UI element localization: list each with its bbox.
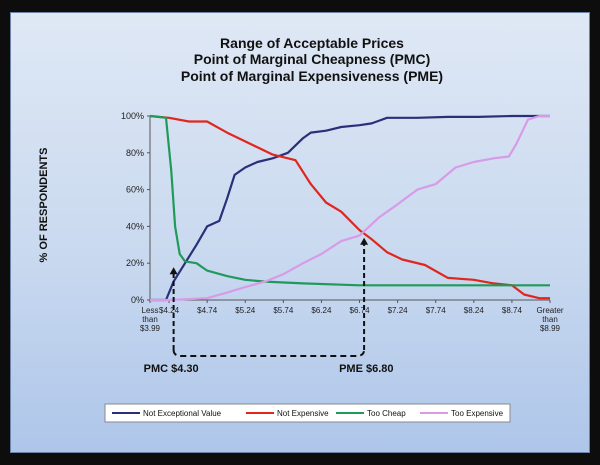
legend-entry-label: Too Expensive (451, 409, 504, 418)
y-tick-label: 0% (131, 295, 144, 305)
x-tick-label: $8.24 (464, 306, 485, 315)
x-tick-label: $8.74 (502, 306, 523, 315)
axes: 0% 20% 40% 60% 80% 100% Less than $3.99$4.24 $4.7… (121, 111, 564, 333)
x-tick-label: $7.24 (388, 306, 409, 315)
legend-box (104, 403, 511, 423)
legend-entry-label: Not Expensive (277, 409, 329, 418)
annotation-label: PME $6.80 (339, 363, 393, 375)
y-axis-label: % OF RESPONDENTS (38, 148, 50, 263)
chart-title-line-3: Point of Marginal Expensiveness (PME) (181, 68, 443, 84)
range-bracket (172, 349, 366, 357)
annotation-arrow-head (360, 237, 369, 245)
x-tick-label: Greater than $8.99 (536, 306, 563, 333)
chart-title-line-1: Range of Acceptable Prices (220, 35, 404, 51)
series-line-4 (150, 114, 550, 302)
y-tick-label: 40% (126, 221, 144, 231)
x-tick-label: $6.24 (311, 306, 332, 315)
x-tick-label: $5.74 (273, 306, 294, 315)
y-tick-label: 60% (126, 185, 144, 195)
x-tick-label: $7.74 (426, 306, 447, 315)
annotation-arrow-head (169, 267, 178, 275)
x-tick-label: $6.74 (350, 306, 371, 315)
y-tick-label: 100% (121, 111, 144, 121)
series-line-3 (149, 114, 550, 287)
legend: Not Exceptional Value Not Expensive Too Ch… (104, 403, 511, 423)
x-tick-label: Less than $3.99 (140, 306, 161, 333)
series-line-2 (149, 114, 550, 300)
annotation-label: PMC $4.30 (144, 363, 199, 375)
x-tick-label: $5.24 (235, 306, 256, 315)
series-lines (149, 114, 550, 302)
x-tick-label: $4.74 (197, 306, 218, 315)
y-tick-label: 20% (126, 258, 144, 268)
x-tick-label: $4.24 (159, 306, 180, 315)
series-line-1 (150, 114, 550, 302)
chart-panel (10, 12, 590, 453)
chart-title-line-2: Point of Marginal Cheapness (PMC) (194, 51, 430, 67)
y-tick-label: 80% (126, 148, 144, 158)
legend-entry-label: Too Cheap (367, 409, 406, 418)
annotations: PMC $4.30 PME $6.80 (144, 237, 394, 375)
legend-entry-label: Not Exceptional Value (143, 409, 222, 418)
